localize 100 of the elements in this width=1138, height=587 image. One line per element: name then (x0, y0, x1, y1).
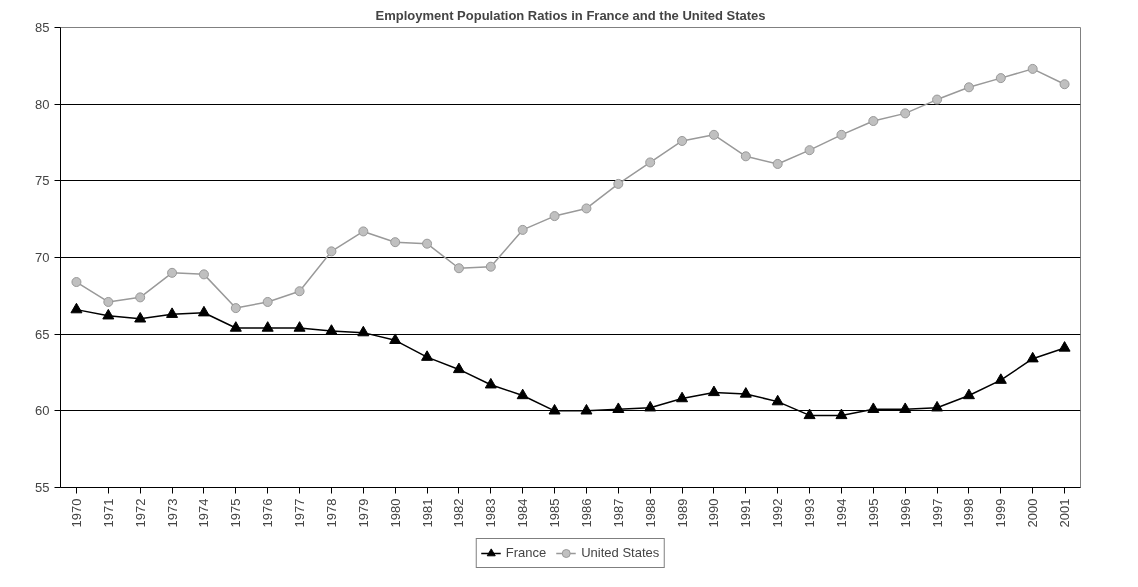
point (772, 158, 783, 169)
x-tick-label: 1971 (100, 498, 116, 528)
point (1058, 341, 1071, 352)
point (389, 333, 402, 344)
y-tick-label: 70 (35, 250, 50, 265)
point (771, 394, 784, 406)
point (1059, 79, 1070, 90)
point (230, 303, 241, 314)
legend-label: United States (581, 545, 660, 560)
x-tick-label: 1973 (164, 498, 180, 528)
point (804, 145, 815, 156)
x-tick-label: 1993 (802, 498, 818, 528)
x-tick-label: 1975 (228, 498, 244, 528)
point (71, 277, 82, 288)
point (517, 224, 528, 235)
x-tick-label: 1985 (547, 498, 563, 528)
x-tick-label: 2000 (1025, 498, 1041, 528)
x-tick-label: 1983 (483, 498, 499, 528)
point (102, 308, 115, 320)
x-tick-label: 1972 (132, 498, 148, 528)
y-tick-label: 60 (35, 403, 50, 419)
point (836, 129, 847, 140)
point (357, 325, 370, 337)
y-tick-label: 55 (35, 480, 50, 495)
x-tick-label: 1986 (578, 498, 594, 528)
point (740, 151, 751, 162)
x-tick-label: 1974 (196, 498, 212, 528)
point (677, 135, 688, 146)
point (261, 321, 274, 332)
point (198, 269, 209, 280)
x-tick-label: 1970 (68, 498, 84, 528)
x-tick-label: 1997 (929, 498, 945, 528)
x-tick-label: 1991 (738, 498, 754, 528)
point (1027, 63, 1038, 74)
point (452, 362, 465, 374)
point (835, 408, 848, 420)
x-tick-label: 1980 (387, 498, 403, 528)
x-tick-label: 1995 (865, 498, 881, 528)
point (262, 296, 273, 307)
point (931, 400, 944, 412)
point (422, 238, 433, 249)
point (103, 296, 114, 307)
point (645, 157, 656, 168)
y-tick-label: 85 (35, 20, 50, 35)
point (868, 116, 879, 127)
point (613, 178, 624, 189)
point (676, 391, 689, 403)
point (707, 385, 720, 397)
point (899, 402, 912, 413)
x-tick-label: 1992 (770, 498, 786, 528)
point (358, 226, 369, 237)
chart-title: Employment Population Ratios in France and the United States (375, 7, 766, 23)
point (867, 402, 880, 413)
point (900, 108, 911, 119)
point (453, 263, 464, 274)
point (485, 261, 496, 272)
point (421, 350, 434, 361)
y-tick-label: 65 (35, 326, 50, 342)
x-tick-label: 1979 (355, 498, 371, 528)
x-tick-label: 1994 (833, 498, 849, 528)
point (293, 321, 306, 332)
point (325, 324, 338, 335)
point (962, 388, 975, 400)
x-tick-label: 1978 (323, 498, 339, 528)
x-tick-label: 1984 (515, 498, 531, 528)
point (229, 321, 242, 332)
x-tick-label: 1981 (419, 498, 435, 528)
point (612, 402, 625, 413)
point (708, 129, 719, 140)
x-tick-label: 1987 (610, 498, 626, 528)
x-tick-label: 1988 (642, 498, 658, 528)
point (963, 82, 974, 93)
point (484, 377, 497, 389)
point (803, 408, 816, 420)
x-tick-label: 1990 (706, 498, 722, 528)
point (1026, 351, 1039, 363)
point (390, 237, 401, 248)
y-tick-label: 80 (35, 96, 50, 112)
point (995, 73, 1006, 84)
x-tick-label: 1999 (993, 498, 1009, 528)
y-tick-label: 75 (35, 173, 50, 189)
point (70, 302, 83, 314)
x-tick-label: 1998 (961, 498, 977, 528)
x-tick-label: 1977 (292, 498, 308, 528)
x-tick-label: 1982 (451, 498, 467, 528)
x-tick-label: 2001 (1057, 498, 1073, 528)
point (134, 311, 147, 323)
point (581, 203, 592, 214)
point (739, 387, 752, 398)
point (644, 400, 657, 412)
point (548, 403, 561, 415)
legend-label: France (505, 545, 547, 560)
point (135, 292, 146, 303)
point (197, 305, 210, 317)
point (932, 94, 943, 105)
x-tick-label: 1996 (897, 498, 913, 528)
point (580, 403, 593, 415)
point (166, 307, 179, 318)
point (516, 388, 529, 400)
point (994, 373, 1007, 384)
